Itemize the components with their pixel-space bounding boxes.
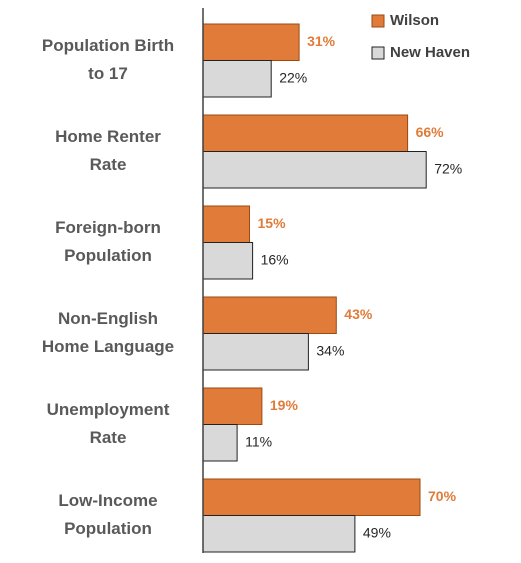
legend-label: Wilson <box>390 12 439 29</box>
value-label: 31% <box>307 33 336 49</box>
category-label: Population <box>64 519 152 538</box>
category-label: Home Language <box>42 337 174 356</box>
value-label: 16% <box>261 251 289 267</box>
category-label: Unemployment <box>47 400 170 419</box>
bar <box>202 242 254 280</box>
value-label: 72% <box>434 160 462 176</box>
category-label: to 17 <box>88 64 128 83</box>
value-label: 70% <box>428 488 457 504</box>
bar <box>202 114 409 152</box>
bar <box>202 23 300 61</box>
bar <box>202 60 272 98</box>
bar <box>202 515 356 553</box>
legend-swatch <box>371 14 385 28</box>
value-label: 15% <box>258 215 287 231</box>
value-label: 34% <box>316 342 344 358</box>
value-label: 49% <box>363 524 391 540</box>
value-label: 11% <box>245 433 272 449</box>
bar <box>202 151 427 189</box>
value-label: 19% <box>270 397 299 413</box>
category-label: Population Birth <box>42 36 174 55</box>
category-label: Rate <box>90 428 127 447</box>
category-label: Non-English <box>58 309 158 328</box>
category-label: Population <box>64 246 152 265</box>
category-label: Rate <box>90 155 127 174</box>
category-label: Home Renter <box>55 127 161 146</box>
value-label: 66% <box>416 124 445 140</box>
bar <box>202 424 238 462</box>
bar <box>202 296 337 334</box>
legend-swatch <box>371 46 385 60</box>
legend-label: New Haven <box>390 44 470 61</box>
value-label: 22% <box>279 69 307 85</box>
bar <box>202 387 263 425</box>
value-label: 43% <box>344 306 373 322</box>
bar <box>202 478 421 516</box>
category-label: Low-Income <box>58 491 157 510</box>
bar <box>202 333 309 371</box>
category-label: Foreign-born <box>55 218 161 237</box>
bar <box>202 205 250 243</box>
